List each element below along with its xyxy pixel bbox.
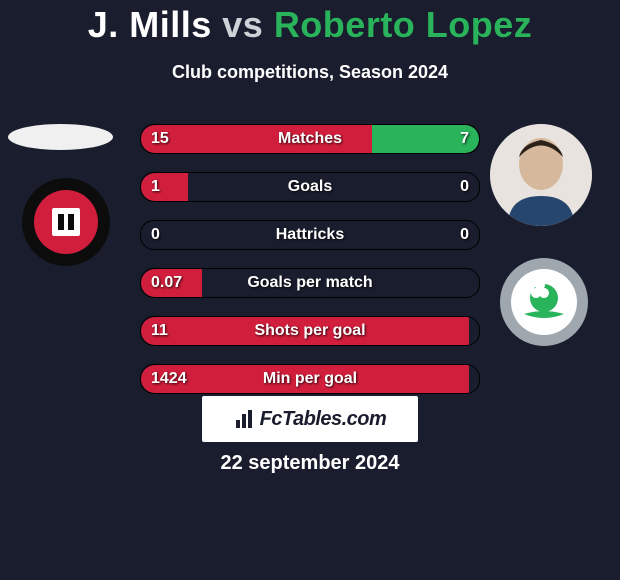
- player2-photo: [490, 124, 592, 226]
- page-title: J. Mills vs Roberto Lopez: [0, 4, 620, 46]
- brand-icon: [234, 408, 256, 430]
- brand-text: FcTables.com: [260, 408, 387, 431]
- stat-row: 11Shots per goal: [140, 316, 480, 346]
- date-text: 22 september 2024: [0, 452, 620, 475]
- title-player1: J. Mills: [88, 4, 212, 45]
- subtitle: Club competitions, Season 2024: [0, 62, 620, 83]
- stat-rows: 157Matches 10Goals 00Hattricks 0.07Goals pe…: [140, 124, 480, 412]
- stat-row: 10Goals: [140, 172, 480, 202]
- stat-label: Goals: [141, 173, 479, 201]
- comparison-card: J. Mills vs Roberto Lopez Club competiti…: [0, 0, 620, 580]
- stat-row: 0.07Goals per match: [140, 268, 480, 298]
- player1-club-crest: [22, 178, 110, 266]
- player2-club-crest: [500, 258, 588, 346]
- stat-label: Goals per match: [141, 269, 479, 297]
- stat-label: Shots per goal: [141, 317, 479, 345]
- player1-photo: [8, 124, 113, 150]
- stat-label: Matches: [141, 125, 479, 153]
- title-player2: Roberto Lopez: [274, 4, 532, 45]
- stat-label: Hattricks: [141, 221, 479, 249]
- stat-row: 1424Min per goal: [140, 364, 480, 394]
- stat-label: Min per goal: [141, 365, 479, 393]
- brand-badge: FcTables.com: [202, 396, 418, 442]
- stat-row: 157Matches: [140, 124, 480, 154]
- title-vs: vs: [222, 4, 274, 45]
- stat-row: 00Hattricks: [140, 220, 480, 250]
